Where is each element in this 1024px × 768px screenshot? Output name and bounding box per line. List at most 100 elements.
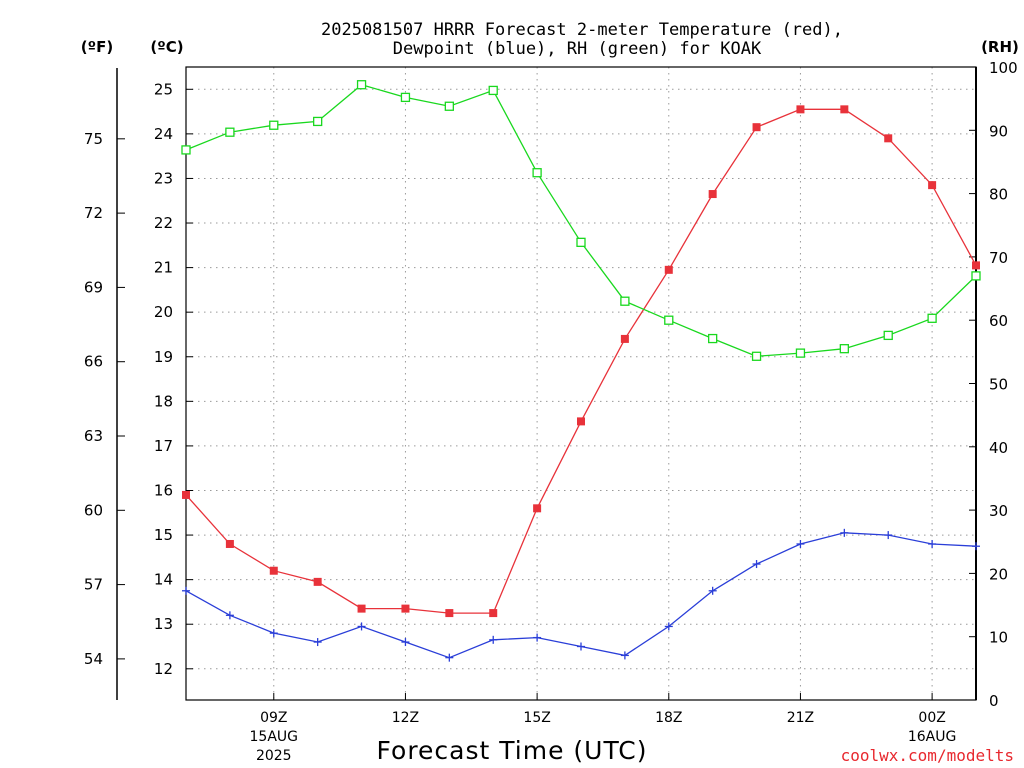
temperature-marker: [313, 577, 322, 586]
rh-line: [185, 83, 977, 357]
chart-title-line2: Dewpoint (blue), RH (green) for KOAK: [393, 39, 762, 59]
temperature-marker: [489, 609, 498, 618]
celsius-unit-label: (ºC): [150, 38, 183, 56]
rh-marker: [225, 127, 235, 137]
dewpoint-marker: [752, 560, 761, 569]
dewpoint-marker: [225, 611, 234, 620]
temperature-marker: [752, 123, 761, 132]
dewpoint-line: [185, 532, 977, 659]
rh-tick-label: 60: [989, 312, 1008, 330]
rh-tick-label: 40: [989, 439, 1008, 457]
rh-marker: [269, 120, 279, 130]
temperature-marker: [533, 504, 542, 513]
dewpoint-marker: [445, 653, 454, 662]
celsius-tick-label: 22: [154, 214, 173, 232]
fahrenheit-tick-label: 69: [84, 278, 103, 296]
dewpoint-marker: [577, 642, 585, 651]
dewpoint-marker: [620, 651, 629, 660]
fahrenheit-tick-label: 63: [84, 427, 103, 445]
dewpoint-marker: [884, 531, 893, 540]
rh-marker: [313, 116, 323, 127]
tick-labels: 12 13 14 15 16 17 18 19 20 21 22 23 24 25 54 57 60 63 66 69…: [84, 59, 1018, 764]
celsius-tick-label: 13: [154, 615, 173, 633]
data-series: [181, 80, 981, 662]
temperature-marker: [182, 490, 190, 499]
dewpoint-marker: [533, 633, 542, 642]
x-tick-label: 18Z: [655, 710, 682, 726]
temperature-marker: [357, 604, 366, 613]
rh-tick-label: 90: [989, 122, 1008, 140]
celsius-tick-label: 12: [154, 660, 173, 678]
fahrenheit-tick-label: 75: [84, 130, 103, 148]
celsius-tick-label: 25: [154, 80, 173, 98]
dewpoint-marker: [840, 528, 849, 537]
celsius-tick-label: 23: [154, 169, 173, 187]
temperature-marker: [884, 134, 893, 143]
x-tick-label: 00Z: [918, 710, 945, 726]
celsius-tick-label: 15: [154, 526, 173, 544]
x-tick-date-label: 15AUG: [250, 729, 299, 745]
x-tick-date-label: 16AUG: [908, 729, 957, 745]
dewpoint-marker: [664, 622, 673, 631]
celsius-tick-label: 21: [154, 259, 173, 277]
temperature-marker: [225, 539, 234, 548]
rh-marker: [883, 330, 893, 341]
dewpoint-marker: [182, 586, 190, 595]
rh-marker: [400, 92, 411, 103]
rh-marker: [751, 351, 762, 361]
celsius-tick-label: 18: [154, 392, 173, 410]
rh-tick-label: 30: [989, 502, 1008, 520]
rh-tick-label: 0: [989, 692, 999, 710]
celsius-tick-label: 14: [154, 571, 173, 589]
rh-marker: [620, 296, 630, 306]
dewpoint-marker: [401, 638, 410, 647]
fahrenheit-tick-label: 54: [84, 650, 103, 668]
temperature-marker: [401, 604, 410, 613]
dewpoint-marker: [357, 622, 366, 631]
rh-marker: [181, 145, 191, 155]
rh-tick-label: 50: [989, 376, 1008, 394]
celsius-tick-label: 19: [154, 348, 173, 366]
fahrenheit-tick-label: 72: [84, 204, 103, 222]
dewpoint-marker: [708, 586, 717, 595]
temperature-marker: [972, 261, 980, 270]
temperature-marker: [664, 265, 673, 274]
rh-marker: [971, 271, 981, 281]
dewpoint-marker: [313, 638, 322, 647]
rh-tick-label: 20: [989, 565, 1008, 583]
plot-frame: [185, 66, 977, 701]
rh-marker: [444, 101, 454, 111]
x-tick-label: 15Z: [523, 710, 550, 726]
x-tick-label: 09Z: [260, 710, 287, 726]
fahrenheit-tick-label: 57: [84, 576, 103, 594]
chart-title-line1: 2025081507 HRRR Forecast 2-meter Tempera…: [321, 20, 843, 40]
rh-marker: [356, 80, 367, 90]
celsius-tick-label: 16: [154, 481, 173, 499]
temperature-marker: [445, 609, 454, 618]
axes: [116, 66, 977, 701]
fahrenheit-unit-label: (ºF): [81, 38, 113, 56]
dewpoint-marker: [269, 629, 278, 638]
x-tick-label: 12Z: [392, 710, 419, 726]
celsius-tick-label: 24: [154, 125, 173, 143]
x-tick-label: 21Z: [787, 710, 814, 726]
dewpoint-marker: [489, 635, 498, 644]
chart-title: 2025081507 HRRR Forecast 2-meter Tempera…: [321, 20, 843, 59]
temperature-marker: [928, 181, 937, 190]
temperature-line: [185, 108, 977, 614]
rh-marker: [927, 313, 937, 323]
rh-marker: [664, 315, 674, 325]
fahrenheit-tick-label: 66: [84, 353, 103, 371]
temperature-marker: [708, 190, 717, 199]
rh-tick-label: 10: [989, 629, 1008, 647]
temperature-marker: [577, 417, 585, 426]
rh-marker: [839, 344, 849, 354]
temperature-marker: [620, 334, 629, 343]
rh-unit-label: (RH): [981, 38, 1019, 56]
rh-marker: [795, 348, 806, 358]
celsius-tick-label: 17: [154, 437, 173, 455]
x-axis-label: Forecast Time (UTC): [377, 736, 648, 765]
fahrenheit-tick-label: 60: [84, 501, 103, 519]
temperature-marker: [269, 566, 278, 575]
